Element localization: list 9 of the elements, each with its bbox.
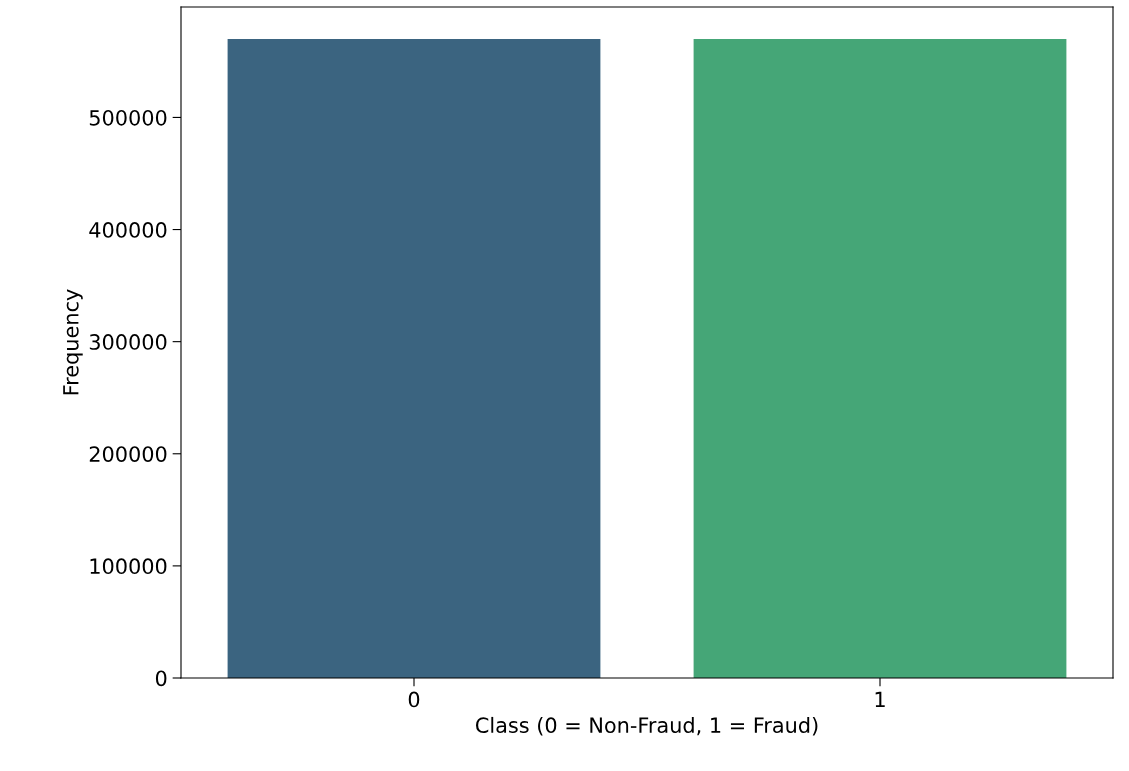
x-tick-label: 1	[875, 691, 885, 708]
y-tick-label: 100000	[90, 558, 167, 575]
y-axis-title: Frequency	[63, 289, 83, 395]
y-tick-label: 300000	[89, 334, 167, 350]
y-tick-label: 400000	[89, 222, 167, 238]
y-tick-label: 0	[155, 670, 167, 687]
y-tick-label: 500000	[89, 109, 167, 126]
y-tick-label: 200000	[89, 446, 167, 462]
x-axis-title: Class (0 = Non-Fraud, 1 = Fraud)	[475, 716, 818, 736]
